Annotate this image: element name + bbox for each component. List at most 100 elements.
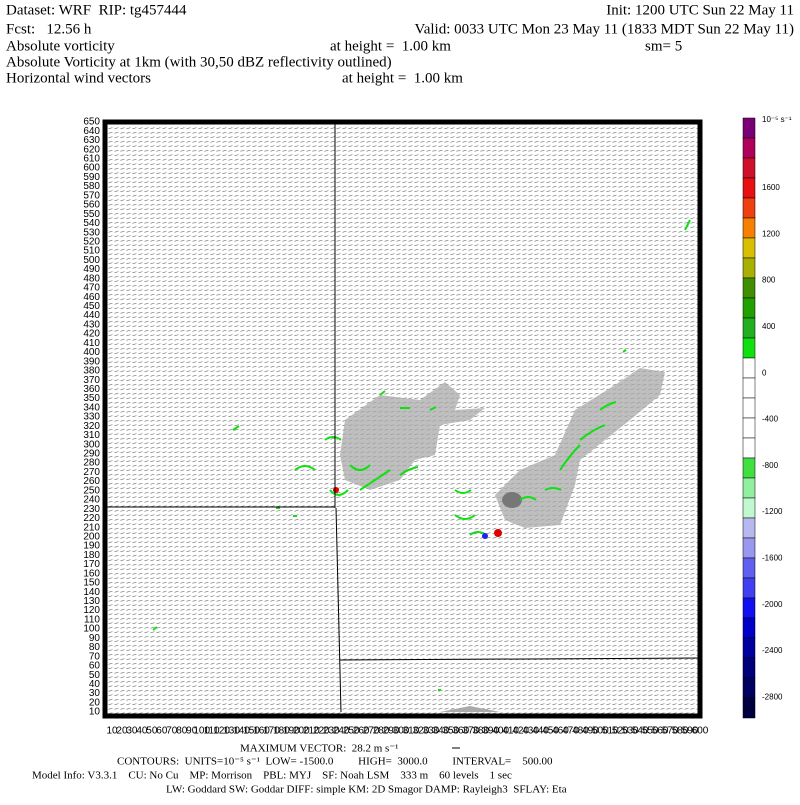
x-tick-label: 20	[116, 726, 128, 737]
y-tick-label: 380	[83, 366, 100, 377]
colorbar-label: -2800	[762, 692, 783, 701]
x-tick-label: 600	[692, 726, 709, 737]
x-tick-label: 450	[542, 726, 559, 737]
y-tick-label: 530	[83, 227, 100, 238]
y-tick-label: 30	[89, 688, 101, 699]
colorbar-segment	[742, 297, 756, 319]
colorbar-segment	[742, 677, 756, 699]
colorbar-segment	[742, 117, 756, 139]
y-tick-label: 90	[89, 633, 101, 644]
x-tick-label: 580	[672, 726, 689, 737]
x-tick-label: 430	[522, 726, 539, 737]
x-tick-label: 410	[502, 726, 519, 737]
y-tick-label: 430	[83, 319, 100, 330]
x-tick-label: 10	[106, 726, 118, 737]
model-info: Model Info: V3.3.1 CU: No Cu MP: Morriso…	[32, 770, 512, 782]
contour	[152, 219, 691, 691]
y-tick-label: 320	[83, 421, 100, 432]
colorbar-segment	[742, 517, 756, 539]
x-tick-label: 490	[582, 726, 599, 737]
y-tick-label: 340	[83, 402, 100, 413]
x-tick-label: 50	[146, 726, 158, 737]
x-tick-label: 370	[462, 726, 479, 737]
dataset: Dataset: WRF RIP: tg457444	[6, 2, 187, 18]
reflectivity-core	[502, 492, 522, 508]
colorbar-segment	[742, 277, 756, 299]
colorbar-segment	[742, 457, 756, 479]
max-vector: MAXIMUM VECTOR: 28.2 m s⁻¹	[240, 743, 398, 755]
y-tick-label: 330	[83, 412, 100, 423]
colorbar-segment	[742, 197, 756, 219]
y-tick-label: 220	[83, 513, 100, 524]
x-tick-label: 100	[193, 726, 210, 737]
y-tick-label: 360	[83, 384, 100, 395]
y-tick-label: 200	[83, 531, 100, 542]
x-tick-label: 260	[353, 726, 370, 737]
y-tick-label: 80	[89, 642, 101, 653]
y-tick-label: 370	[83, 375, 100, 386]
contour-info: CONTOURS: UNITS=10⁻⁵ s⁻¹ LOW= -1500.0 HI…	[117, 756, 553, 768]
colorbar-segment	[742, 437, 756, 459]
y-tick-label: 160	[83, 568, 100, 579]
vorticity-min	[482, 533, 488, 539]
y-tick-label: 230	[83, 504, 100, 515]
y-tick-label: 390	[83, 356, 100, 367]
colorbar-label: 800	[762, 276, 776, 285]
reflectivity-area	[495, 368, 665, 528]
boundary	[339, 657, 701, 661]
y-tick-label: 10	[89, 707, 101, 718]
y-tick-label: 590	[83, 172, 100, 183]
x-tick-label: 80	[176, 726, 188, 737]
colorbar-segment	[742, 377, 756, 399]
colorbar-label: 1200	[762, 229, 780, 238]
x-tick-label: 150	[243, 726, 260, 737]
x-tick-label: 160	[253, 726, 270, 737]
x-tick-label: 270	[363, 726, 380, 737]
x-tick-label: 320	[413, 726, 430, 737]
x-tick-label: 120	[213, 726, 230, 737]
x-tick-label: 70	[166, 726, 178, 737]
vorticity-contours	[152, 219, 691, 691]
y-tick-label: 60	[89, 661, 101, 672]
y-tick-label: 500	[83, 255, 100, 266]
y-tick-label: 190	[83, 541, 100, 552]
colorbar-label: -2000	[762, 600, 783, 609]
x-tick-label: 200	[293, 726, 310, 737]
x-tick-label: 170	[263, 726, 280, 737]
y-tick-label: 460	[83, 292, 100, 303]
colorbar-segment	[742, 417, 756, 439]
y-tick-label: 210	[83, 522, 100, 533]
x-tick-label: 280	[373, 726, 390, 737]
colorbar-segment	[742, 537, 756, 559]
x-tick-label: 470	[562, 726, 579, 737]
colorbar-segment	[742, 357, 756, 379]
smoothing: sm= 5	[645, 38, 682, 54]
colorbar-segment	[742, 317, 756, 339]
y-tick-label: 550	[83, 209, 100, 220]
y-tick-label: 410	[83, 338, 100, 349]
colorbar-label: -1600	[762, 554, 783, 563]
colorbar-label: -800	[762, 461, 779, 470]
colorbar-segment	[742, 577, 756, 599]
contour	[454, 489, 537, 536]
x-tick-label: 510	[602, 726, 619, 737]
y-tick-label: 310	[83, 430, 100, 441]
colorbar-segment	[742, 637, 756, 659]
colorbar-segment	[742, 657, 756, 679]
colorbar-segment	[742, 337, 756, 359]
y-tick-label: 140	[83, 587, 100, 598]
x-tick-label: 540	[632, 726, 649, 737]
x-tick-label: 60	[156, 726, 168, 737]
y-tick-label: 570	[83, 190, 100, 201]
x-axis: 1020304050607080901001101201301401501601…	[106, 726, 708, 737]
y-tick-label: 520	[83, 236, 100, 247]
colorbar-segment	[742, 617, 756, 639]
x-tick-label: 440	[532, 726, 549, 737]
y-tick-label: 630	[83, 135, 100, 146]
y-tick-label: 120	[83, 605, 100, 616]
x-tick-label: 570	[662, 726, 679, 737]
valid-time: Valid: 0033 UTC Mon 23 May 11 (1833 MDT …	[415, 21, 794, 37]
y-tick-label: 470	[83, 283, 100, 294]
colorbar-label: -2400	[762, 646, 783, 655]
